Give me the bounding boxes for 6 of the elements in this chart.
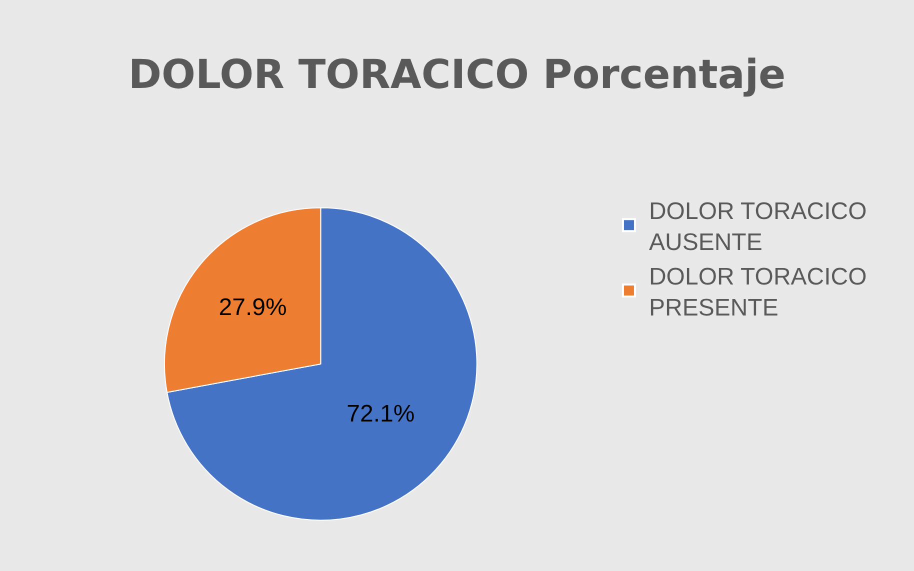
pie-slice [166, 207, 478, 521]
data-label: 72.1% [346, 400, 415, 428]
legend-label: DOLOR TORACICO AUSENTE [648, 198, 867, 256]
legend-label: DOLOR TORACICO PRESENTE [648, 263, 867, 322]
chart-title: DOLOR TORACICO Porcentaje [128, 52, 786, 98]
data-label: 27.9% [218, 294, 287, 321]
